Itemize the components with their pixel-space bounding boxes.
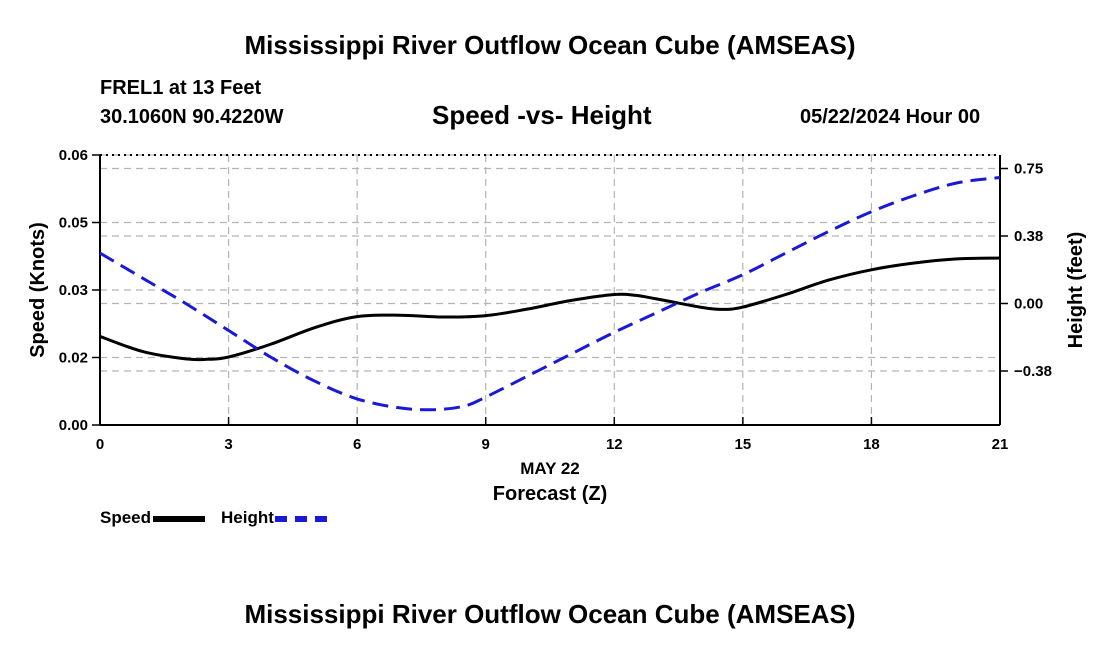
legend: Speed Height — [100, 508, 343, 528]
x-tick-label: 12 — [606, 436, 623, 453]
y-axis-title: Speed (Knots) — [27, 222, 49, 358]
y2-tick-label: −0.38 — [1014, 363, 1052, 380]
footer-title: Mississippi River Outflow Ocean Cube (AM… — [244, 599, 856, 629]
legend-speed-label: Speed — [100, 508, 152, 527]
legend-height-swatch — [274, 515, 327, 522]
y2-tick-label: 0.00 — [1014, 296, 1043, 313]
station-label: FREL1 at 13 Feet — [100, 77, 262, 99]
y-tick-label: 0.05 — [59, 215, 88, 232]
y2-tick-label: 0.75 — [1014, 161, 1043, 178]
height-series-line — [99, 176, 1001, 412]
chart-title: Mississippi River Outflow Ocean Cube (AM… — [244, 30, 856, 60]
x-axis-title: Forecast (Z) — [493, 483, 607, 505]
x-tick-label: 6 — [353, 436, 361, 453]
grid-lines — [100, 154, 1000, 425]
y-tick-label: 0.03 — [59, 282, 88, 299]
y-tick-label: 0.00 — [59, 417, 88, 434]
speed-series-line — [99, 256, 1001, 362]
legend-height-label: Height — [221, 508, 274, 527]
chart-subtitle: Speed -vs- Height — [432, 100, 652, 130]
y2-tick-label: 0.38 — [1014, 228, 1043, 245]
axes — [92, 154, 1008, 426]
x-tick-label: 3 — [224, 436, 232, 453]
x-tick-label: 0 — [96, 436, 104, 453]
axis-labels: 0 3 6 9 12 15 18 21 0.00 0.02 0.03 0.05 0.06 −0.38 0.0… — [27, 147, 1087, 505]
x-tick-label: 9 — [482, 436, 490, 453]
legend-speed-swatch — [153, 515, 206, 522]
series-lines — [99, 176, 1001, 412]
y-tick-label: 0.06 — [59, 147, 88, 164]
forecast-datetime: 05/22/2024 Hour 00 — [800, 106, 981, 128]
y-tick-label: 0.02 — [59, 350, 88, 367]
x-tick-label: 15 — [735, 436, 752, 453]
x-axis-date-label: MAY 22 — [520, 459, 580, 478]
coordinates-label: 30.1060N 90.4220W — [100, 106, 284, 128]
x-tick-label: 18 — [863, 436, 880, 453]
y2-axis-title: Height (feet) — [1065, 232, 1087, 349]
x-tick-label: 21 — [992, 436, 1009, 453]
